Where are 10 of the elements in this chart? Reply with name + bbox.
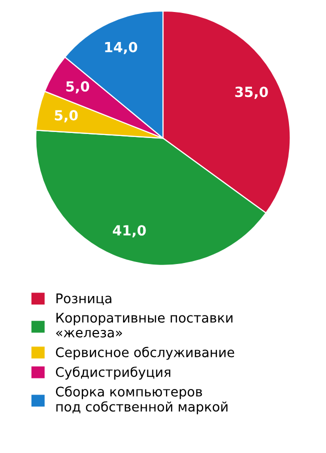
- data-label: 14,0: [105, 42, 138, 54]
- data-label: 41,0: [112, 225, 146, 238]
- legend-label: Сервисное обслуживание: [56, 346, 234, 360]
- data-label: 35,0: [235, 86, 268, 99]
- data-label: 5,0: [66, 81, 90, 94]
- legend-label: Субдистрибуция: [56, 366, 170, 380]
- data-label: 5,0: [54, 110, 78, 122]
- legend-label: Сборка компьютеров под собственной маркой: [56, 386, 228, 414]
- legend-label: Розница: [56, 294, 112, 305]
- legend-label: Корпоративные поставки «железа»: [56, 312, 232, 338]
